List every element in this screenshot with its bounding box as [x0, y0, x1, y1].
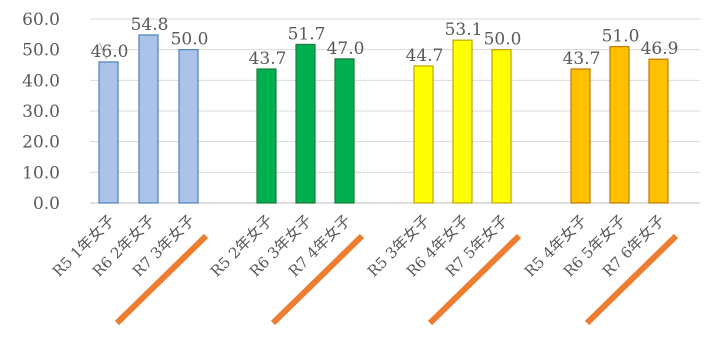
y-tick-label: 20.0 [22, 133, 60, 153]
data-label: 43.7 [563, 49, 601, 69]
bar [98, 61, 119, 204]
data-label: 50.0 [171, 30, 209, 50]
data-label: 54.8 [131, 15, 169, 35]
data-label: 44.7 [406, 46, 444, 66]
y-tick-label: 60.0 [22, 10, 60, 30]
bar [138, 34, 159, 204]
highlight-stroke [270, 233, 365, 326]
bar [334, 58, 355, 204]
y-tick-label: 10.0 [22, 163, 60, 183]
bar [609, 45, 630, 204]
bar [178, 49, 199, 204]
bar [648, 58, 669, 204]
data-label: 53.1 [445, 20, 483, 40]
y-tick-label: 0.0 [33, 194, 60, 214]
bar [570, 68, 591, 204]
y-axis: 0.0 10.0 20.0 30.0 40.0 50.0 60.0 [22, 10, 60, 214]
data-label: 46.9 [641, 39, 679, 59]
bar [295, 43, 316, 204]
highlight-stroke [114, 233, 209, 326]
data-label: 50.0 [484, 30, 522, 50]
data-label: 46.0 [91, 42, 129, 62]
bar [452, 39, 473, 204]
bar [413, 65, 434, 204]
data-label: 47.0 [327, 39, 365, 59]
y-tick-label: 30.0 [22, 102, 60, 122]
bar [256, 68, 277, 204]
y-tick-label: 50.0 [22, 41, 60, 61]
bars [98, 34, 669, 204]
bar [491, 49, 512, 204]
data-labels: 46.054.850.043.751.747.0 44.753.1 50.043.7… [91, 15, 679, 69]
leader-line [99, 42, 107, 60]
data-label: 51.7 [288, 24, 326, 44]
y-tick-label: 40.0 [22, 71, 60, 91]
data-label: 43.7 [249, 49, 287, 69]
highlight-stroke [427, 233, 522, 326]
highlight-stroke [584, 233, 679, 326]
data-label: 51.0 [602, 27, 640, 47]
